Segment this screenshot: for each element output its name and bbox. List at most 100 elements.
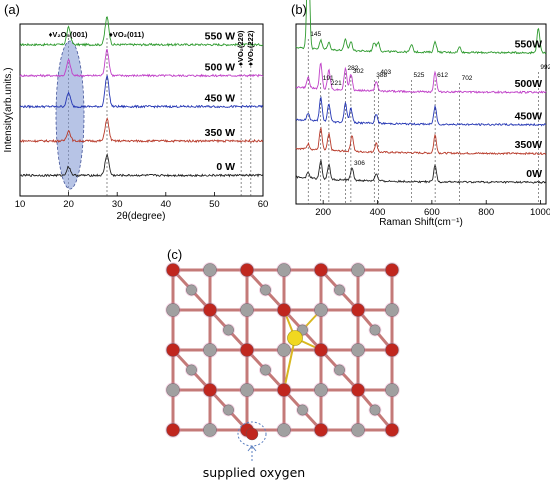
vanadium-atom: [240, 383, 254, 397]
series-label: 350W: [515, 139, 543, 151]
oxygen-atom: [314, 263, 328, 277]
vanadium-atom: [260, 284, 271, 296]
oxygen-atom: [203, 303, 217, 317]
supplied-oxygen-arrowhead: [247, 445, 257, 452]
series-line: [19, 49, 264, 78]
oxygen-atom: [314, 343, 328, 357]
panel-a-frame: [19, 23, 264, 197]
vanadium-atom: [385, 303, 399, 317]
peak-label: 221: [331, 80, 342, 87]
x-tick-label: 800: [478, 207, 494, 218]
vanadium-atom: [166, 383, 180, 397]
vanadium-atom: [351, 263, 365, 277]
x-tick-label: 10: [15, 199, 26, 210]
panel-a-series: 550 W 500 W 450 W 350 W 0 W: [19, 16, 264, 178]
vanadium-atom: [203, 343, 217, 357]
oxygen-atom: [166, 343, 180, 357]
x-tick-label: 40: [161, 199, 172, 210]
vanadium-atom: [203, 423, 217, 437]
peak-label: 302: [353, 68, 364, 75]
vanadium-atom: [240, 303, 254, 317]
x-tick-label: 30: [112, 199, 123, 210]
vanadium-atom: [369, 324, 381, 336]
supplied-oxygen-atom: [245, 427, 259, 441]
series-label: 550W: [515, 38, 543, 50]
x-tick-label: 60: [258, 199, 269, 210]
vanadium-atom: [277, 263, 291, 277]
panel-a-y-axis-label: Intensity(arb.units.): [3, 67, 14, 152]
peak-label: 403: [380, 69, 391, 76]
oxygen-atom: [166, 263, 180, 277]
panel-c-label: (c): [167, 247, 182, 262]
peak-label: 191: [323, 75, 334, 82]
series-label: 500W: [515, 78, 543, 90]
series-label: 0W: [526, 168, 542, 180]
panel-a-highlight-ellipse: [55, 40, 85, 190]
series-line: [295, 126, 547, 156]
vanadium-atom: [166, 303, 180, 317]
series-label: 450W: [515, 110, 543, 122]
vanadium-atom: [297, 404, 308, 416]
series-line: [19, 117, 264, 144]
x-tick-label: 400: [370, 207, 386, 218]
vanadium-atom: [314, 303, 328, 317]
vanadium-atom: [223, 324, 234, 336]
vanadium-atom: [334, 284, 345, 296]
peak-label: 992: [540, 64, 550, 71]
peak-label: ♦VO₂(011): [109, 30, 145, 39]
x-tick-label: 20: [63, 199, 74, 210]
vanadium-atom: [385, 383, 399, 397]
peak-label: ♦VO₂(222): [246, 30, 255, 66]
vanadium-atom: [186, 364, 197, 376]
panel-a: (a) 10 20 30 40 50 60 550 W 500 W 450 W 350 W 0 W…: [3, 2, 268, 222]
oxygen-atom: [240, 263, 254, 277]
x-tick-label: 1000: [530, 207, 550, 218]
panel-b-x-ticks: 200 400 600 800 1000: [315, 200, 550, 218]
series-label: 0 W: [216, 161, 235, 173]
series-line: [295, 62, 547, 94]
peak-label: 282: [347, 65, 358, 72]
supplied-oxygen-caption: supplied oxygen: [203, 465, 305, 480]
oxygen-atom: [277, 303, 291, 317]
vanadium-atom: [314, 383, 328, 397]
panel-b-reference-lines: [307, 39, 539, 204]
series-line: [20, 16, 264, 47]
peak-label: 306: [354, 160, 365, 167]
peak-label: 145: [310, 31, 321, 38]
oxygen-atom: [314, 423, 328, 437]
peak-label: 525: [413, 72, 424, 79]
panel-b-x-axis-label: Raman Shift(cm⁻¹): [379, 217, 463, 228]
vanadium-atom: [260, 364, 271, 376]
oxygen-atom: [385, 343, 399, 357]
vanadium-atom: [277, 343, 291, 357]
highlight-bond: [283, 337, 296, 391]
series-label: 450 W: [205, 92, 235, 104]
oxygen-atom: [385, 423, 399, 437]
vanadium-atom: [186, 284, 197, 296]
series-line: [19, 75, 264, 109]
oxygen-atom: [240, 343, 254, 357]
series-line: [295, 96, 547, 127]
vanadium-atom: [351, 423, 365, 437]
panel-a-peak-labels: ♦V₂O₅(001) ♦VO₂(011) ♦VO₂(220) ♦VO₂(222): [49, 30, 255, 66]
panel-b-series: 550W 500W 450W 350W 0W: [295, 0, 547, 184]
peak-label: ♦VO₂(220): [236, 30, 245, 66]
x-tick-label: 600: [424, 207, 440, 218]
oxygen-atom: [385, 263, 399, 277]
series-label: 500 W: [205, 61, 235, 73]
x-tick-label: 50: [209, 199, 220, 210]
vanadium-atom: [369, 404, 381, 416]
panel-c: (c) supplied oxygen: [165, 247, 400, 480]
oxygen-atom: [351, 383, 365, 397]
panel-a-x-ticks: 10 20 30 40 50 60: [15, 192, 269, 210]
peak-label: 388: [376, 72, 387, 79]
panel-a-x-axis-label: 2θ(degree): [117, 211, 166, 222]
series-line: [295, 158, 547, 184]
oxygen-atom: [277, 383, 291, 397]
x-tick-label: 200: [315, 207, 331, 218]
vanadium-atom: [203, 263, 217, 277]
panel-a-label: (a): [4, 2, 20, 17]
peak-label: ♦V₂O₅(001): [49, 30, 88, 39]
